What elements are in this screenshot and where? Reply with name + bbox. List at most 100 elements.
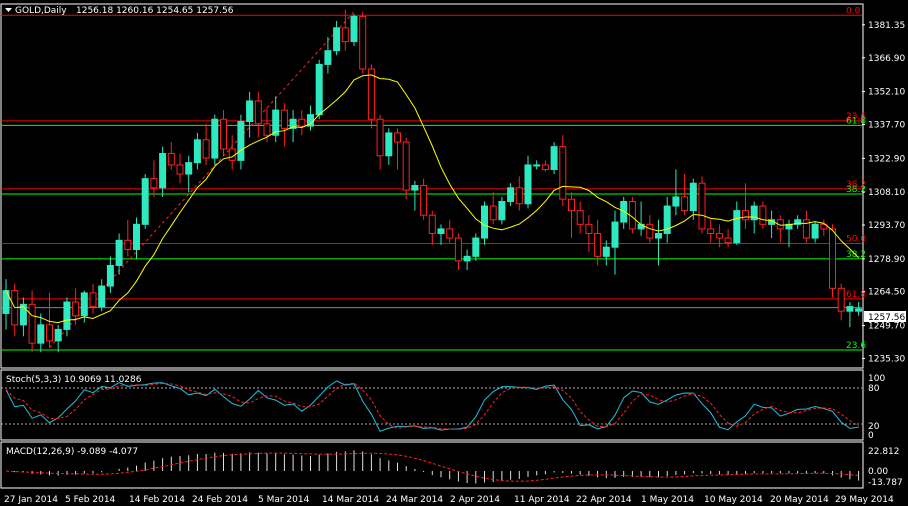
price-tick-label: 1308.10	[868, 188, 905, 198]
candle-body	[733, 210, 741, 244]
candle-body	[341, 27, 349, 43]
price-tick-label: 1352.10	[868, 88, 905, 98]
date-tick-5: 14 Mar 2014	[322, 495, 379, 505]
stoch-axis-80: 80	[868, 384, 880, 394]
date-tick-4: 5 Mar 2014	[258, 495, 310, 505]
fib-level-label: 0.0	[846, 6, 861, 16]
candle-body	[333, 27, 341, 52]
candle-body	[167, 153, 175, 166]
candles	[2, 9, 863, 353]
candle-body	[855, 308, 863, 312]
candle-body	[115, 239, 123, 266]
candle-body	[524, 164, 532, 205]
candle-body	[237, 121, 245, 161]
price-tick-label: 1366.90	[868, 54, 905, 64]
candle-body	[724, 237, 732, 244]
candle-body	[794, 219, 802, 225]
candle-body	[681, 196, 689, 212]
macd-axis-zero: 0.00	[868, 467, 888, 477]
candle-body	[454, 237, 462, 262]
candle-body	[846, 306, 854, 312]
candle-body	[498, 200, 506, 221]
candle-body	[550, 146, 558, 171]
candle-body	[263, 123, 271, 136]
candle-body	[611, 221, 619, 248]
fib-level-label: 38.2	[846, 180, 866, 190]
candle-body	[707, 228, 715, 234]
candle-body	[402, 141, 410, 191]
candle-body	[507, 187, 515, 202]
candle-body	[602, 246, 610, 257]
main-header-symbol: GOLD,Daily	[15, 6, 67, 16]
stochastic-lines	[1, 380, 862, 432]
candle-body	[54, 328, 62, 342]
dropdown-triangle-icon[interactable]	[5, 8, 12, 12]
candle-body	[141, 178, 149, 225]
price-tick-label: 1293.70	[868, 221, 905, 231]
candle-body	[19, 303, 27, 326]
candle-body	[289, 118, 297, 129]
date-tick-0: 27 Jan 2014	[4, 495, 58, 505]
moving-average	[5, 74, 859, 324]
macd-axis-bottom: -13.787	[868, 478, 903, 488]
date-tick-2: 14 Feb 2014	[129, 495, 185, 505]
candle-body	[324, 50, 332, 65]
candle-body	[272, 109, 280, 136]
stoch-panel-frame	[0, 369, 864, 441]
date-tick-12: 20 May 2014	[770, 495, 829, 505]
candle-body	[742, 210, 749, 221]
price-axis: 1381.35 1366.90 1352.10 1337.70 1322.90 1308.…	[862, 21, 905, 364]
candle-body	[750, 205, 758, 221]
price-tick-label: 1278.90	[868, 255, 905, 265]
fib-level-label: 50.0	[846, 235, 866, 245]
current-price-badge	[864, 311, 906, 322]
ma-line	[5, 74, 859, 324]
candle-body	[220, 118, 227, 150]
candle-body	[576, 210, 584, 225]
candle-body	[489, 205, 497, 221]
candle-body	[655, 232, 662, 239]
date-tick-8: 11 Apr 2014	[514, 495, 570, 505]
price-tick-label: 1249.70	[868, 322, 905, 332]
candle-body	[315, 63, 323, 116]
candle-body	[185, 162, 193, 175]
candle-body	[481, 205, 488, 239]
candle-body	[28, 303, 36, 344]
candle-body	[646, 223, 654, 239]
fib-level-label: 61.8	[846, 290, 866, 300]
candle-body	[106, 264, 114, 287]
candle-body	[715, 232, 723, 239]
candle-body	[437, 228, 445, 234]
date-tick-9: 22 Apr 2014	[576, 495, 632, 505]
candle-body	[585, 223, 593, 234]
candle-body	[124, 239, 132, 250]
candle-body	[541, 164, 549, 171]
date-tick-1: 5 Feb 2014	[65, 495, 116, 505]
stoch-axis-20: 20	[868, 422, 880, 432]
candle-body	[133, 223, 140, 250]
candle-body	[463, 255, 471, 262]
candle-body	[428, 214, 436, 234]
candle-body	[202, 139, 210, 159]
candle-body	[698, 182, 706, 230]
candle-body	[663, 205, 671, 234]
stoch-k-line	[5, 380, 859, 432]
candle-body	[359, 15, 367, 70]
candle-body	[254, 100, 262, 125]
date-tick-11: 10 May 2014	[704, 495, 763, 505]
fib-level-label: 23.6	[846, 341, 866, 351]
main-panel-frame	[0, 3, 864, 369]
current-price-label: 1257.56	[868, 313, 905, 323]
candle-body	[159, 153, 167, 189]
stoch-axis-0: 0	[868, 431, 874, 441]
candle-body	[46, 324, 53, 342]
macd-panel-frame	[0, 441, 864, 489]
candle-body	[193, 139, 201, 164]
candle-body	[98, 285, 106, 308]
stoch-header: Stoch(5,3,3) 10.9069 11.0286	[6, 375, 142, 385]
candle-body	[376, 118, 384, 157]
date-tick-3: 24 Feb 2014	[192, 495, 248, 505]
price-tick-label: 1235.30	[868, 354, 905, 364]
candle-body	[176, 164, 184, 175]
